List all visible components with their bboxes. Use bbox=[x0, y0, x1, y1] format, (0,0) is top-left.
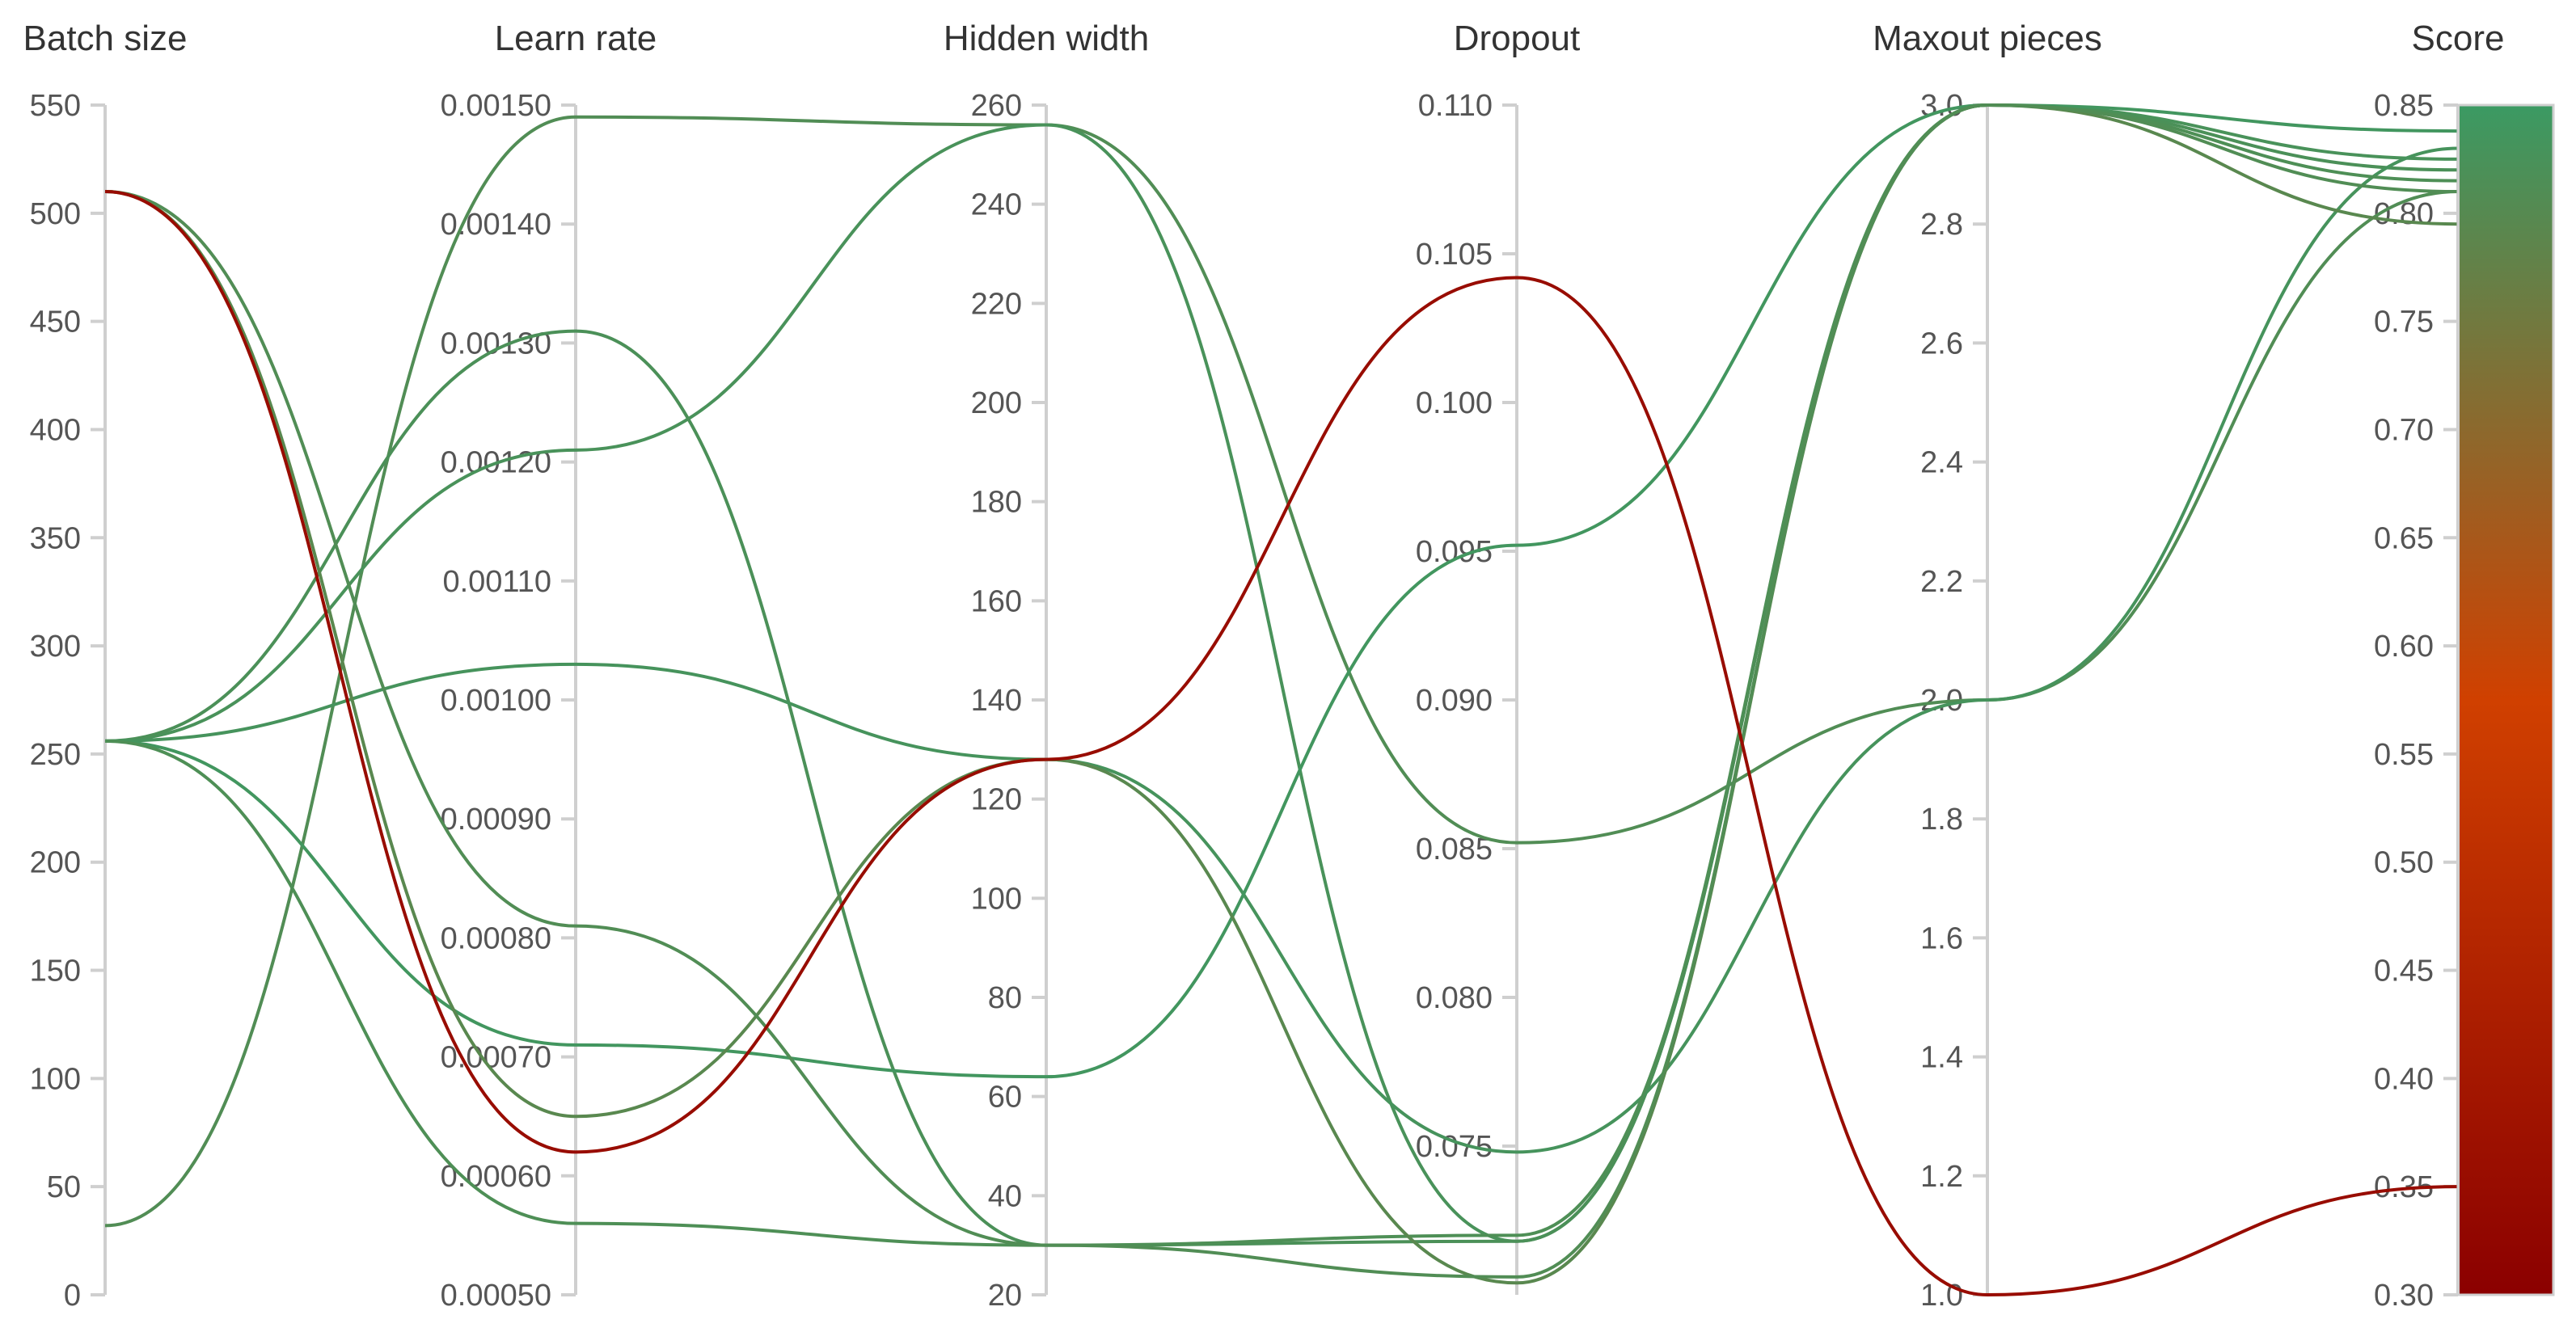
tick-label: 0.00150 bbox=[441, 89, 551, 123]
axis-batch_size: Batch size 0 50 100 150 200 250 300 350 400 450 500… bbox=[23, 19, 188, 1313]
tick-label: 0.65 bbox=[2374, 521, 2434, 555]
run-line bbox=[104, 146, 2459, 1154]
axis-hidden_width: Hidden width 20 40 60 80 100 120 140 160 180 200 22… bbox=[944, 19, 1149, 1313]
tick-label: 2.6 bbox=[1920, 327, 1963, 360]
tick-label: 1.4 bbox=[1920, 1041, 1963, 1075]
tick-label: 550 bbox=[30, 89, 81, 123]
tick-label: 200 bbox=[971, 386, 1022, 420]
axis-title-score: Score bbox=[2412, 19, 2505, 58]
tick-label: 0.75 bbox=[2374, 306, 2434, 339]
tick-label: 0.30 bbox=[2374, 1279, 2434, 1313]
tick-label: 2.2 bbox=[1920, 565, 1963, 599]
axis-learn_rate: Learn rate 0.00050 0.00060 0.00070 0.00080 0.… bbox=[441, 19, 657, 1313]
axis-title-hidden_width: Hidden width bbox=[944, 19, 1149, 58]
tick-label: 0.45 bbox=[2374, 955, 2434, 988]
run-lines bbox=[104, 103, 2459, 1297]
tick-label: 100 bbox=[971, 882, 1022, 916]
tick-label: 0.55 bbox=[2374, 738, 2434, 772]
axis-title-dropout: Dropout bbox=[1454, 19, 1581, 58]
tick-label: 0.60 bbox=[2374, 630, 2434, 664]
tick-label: 20 bbox=[988, 1279, 1022, 1313]
axis-title-maxout_pieces: Maxout pieces bbox=[1873, 19, 2102, 58]
tick-label: 50 bbox=[47, 1170, 81, 1204]
tick-label: 0.00090 bbox=[441, 803, 551, 837]
tick-label: 0.095 bbox=[1416, 535, 1493, 569]
tick-label: 0.080 bbox=[1416, 981, 1493, 1015]
axis-title-learn_rate: Learn rate bbox=[495, 19, 657, 58]
tick-label: 0 bbox=[64, 1279, 81, 1313]
run-line bbox=[104, 190, 2459, 1297]
tick-label: 200 bbox=[30, 846, 81, 880]
tick-label: 150 bbox=[30, 955, 81, 988]
tick-label: 0.075 bbox=[1416, 1130, 1493, 1164]
tick-label: 120 bbox=[971, 783, 1022, 817]
tick-label: 0.105 bbox=[1416, 238, 1493, 272]
tick-label: 260 bbox=[971, 89, 1022, 123]
axis-maxout_pieces: Maxout pieces1.01.21.41.61.82.02.22.42.6… bbox=[1873, 19, 2102, 1313]
run-line bbox=[104, 103, 2459, 1279]
tick-label: 0.00070 bbox=[441, 1041, 551, 1075]
tick-label: 100 bbox=[30, 1062, 81, 1096]
tick-label: 1.0 bbox=[1920, 1279, 1963, 1313]
tick-label: 1.2 bbox=[1920, 1160, 1963, 1194]
tick-label: 0.70 bbox=[2374, 413, 2434, 447]
tick-label: 2.8 bbox=[1920, 208, 1963, 242]
tick-label: 180 bbox=[971, 486, 1022, 520]
tick-label: 400 bbox=[30, 413, 81, 447]
run-line bbox=[104, 115, 2459, 1228]
tick-label: 500 bbox=[30, 197, 81, 231]
tick-label: 2.4 bbox=[1920, 446, 1963, 480]
tick-label: 160 bbox=[971, 584, 1022, 618]
tick-label: 0.00110 bbox=[442, 565, 551, 599]
tick-label: 1.8 bbox=[1920, 803, 1963, 837]
tick-label: 350 bbox=[30, 521, 81, 555]
tick-label: 0.00080 bbox=[441, 921, 551, 955]
tick-label: 0.00060 bbox=[441, 1160, 551, 1194]
tick-label: 0.085 bbox=[1416, 832, 1493, 866]
tick-label: 450 bbox=[30, 306, 81, 339]
tick-label: 300 bbox=[30, 630, 81, 664]
axis-title-batch_size: Batch size bbox=[23, 19, 188, 58]
tick-label: 0.100 bbox=[1416, 386, 1493, 420]
tick-label: 0.00050 bbox=[441, 1279, 551, 1313]
tick-label: 0.00100 bbox=[441, 684, 551, 718]
tick-label: 60 bbox=[988, 1081, 1022, 1115]
axis-dropout: Dropout 0.075 0.080 0.085 0.090 0.095 0.100 0.1… bbox=[1416, 19, 1580, 1295]
tick-label: 250 bbox=[30, 738, 81, 772]
score-colorbar-frame bbox=[2456, 103, 2555, 1296]
tick-label: 240 bbox=[971, 188, 1022, 222]
tick-label: 220 bbox=[971, 287, 1022, 321]
tick-label: 40 bbox=[988, 1179, 1022, 1213]
tick-label: 80 bbox=[988, 981, 1022, 1015]
tick-label: 1.6 bbox=[1920, 921, 1963, 955]
score-colorbar bbox=[2458, 105, 2553, 1295]
tick-label: 0.110 bbox=[1418, 89, 1493, 123]
tick-label: 140 bbox=[971, 684, 1022, 718]
tick-label: 0.090 bbox=[1416, 684, 1493, 718]
tick-label: 0.00130 bbox=[441, 327, 551, 360]
tick-label: 0.50 bbox=[2374, 846, 2434, 880]
tick-label: 0.85 bbox=[2374, 89, 2434, 123]
tick-label: 0.40 bbox=[2374, 1062, 2434, 1096]
